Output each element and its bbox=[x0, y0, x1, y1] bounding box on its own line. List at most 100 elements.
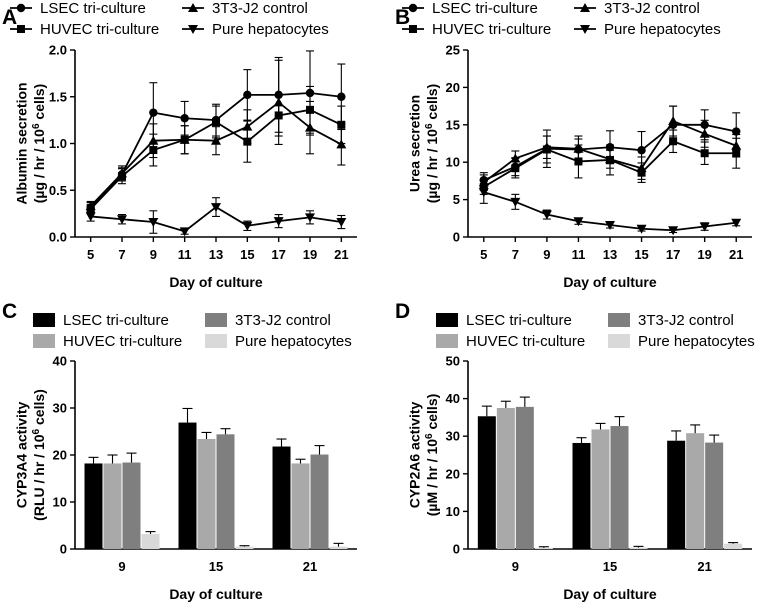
panel-a-y-tick-label: 2.0 bbox=[49, 43, 67, 58]
panel-b-y-tick-label: 10 bbox=[446, 155, 460, 170]
panel-c-y-axis-title: CYP3A4 activity (RLU / hr / 106 cells) bbox=[14, 389, 48, 521]
panel-c-x-axis-title: Day of culture bbox=[169, 586, 263, 602]
panel-a-y-axis-title-suffix: cells) bbox=[31, 84, 47, 124]
panel-c-bar bbox=[197, 439, 216, 549]
panel-b-legend-label: Pure hepatocytes bbox=[604, 21, 721, 38]
panel-a-data-point bbox=[337, 120, 346, 129]
panel-a-x-tick-label: 7 bbox=[118, 247, 125, 262]
panel-b-x-tick-label: 17 bbox=[666, 247, 680, 262]
panel-d-y-axis-title-superscript: 6 bbox=[424, 433, 435, 439]
panel-b-data-point bbox=[637, 168, 646, 177]
panel-b-data-point bbox=[478, 188, 489, 198]
panel-a-legend-label: 3T3-J2 control bbox=[212, 0, 308, 17]
panel-a-data-point bbox=[243, 90, 252, 100]
panel-b-legend-marker bbox=[408, 3, 418, 13]
panel-d-x-axis-title: Day of culture bbox=[563, 586, 657, 602]
panel-d-y-tick-label: 0 bbox=[453, 542, 460, 557]
panel-c-legend-swatch bbox=[33, 334, 55, 348]
panel-d-y-axis-title-suffix: cells) bbox=[424, 394, 440, 434]
panel-letter-c: C bbox=[2, 300, 17, 323]
panel-c-series-3t3-j2-control bbox=[122, 428, 329, 549]
panel-c-x-tick-label: 15 bbox=[209, 559, 223, 574]
panel-d-legend: LSEC tri-culture 3T3-J2 control HUVEC tri-… bbox=[436, 312, 755, 350]
panel-a-data-point bbox=[148, 218, 159, 228]
panel-a-data-point bbox=[149, 146, 158, 155]
panel-c-bar bbox=[103, 463, 122, 549]
panel-b-data-point bbox=[700, 149, 709, 158]
panel-a: A bbox=[2, 6, 17, 29]
panel-d-x-tick-label: 21 bbox=[697, 559, 711, 574]
panel-d-y-axis-title: CYP2A6 activity (µM / hr / 106 cells) bbox=[407, 394, 441, 517]
panel-a-legend-marker bbox=[188, 25, 198, 34]
panel-a-series-huvec-tri-culture bbox=[86, 85, 346, 215]
panel-a-data-point bbox=[305, 213, 315, 223]
panel-b-x-tick-label: 5 bbox=[480, 247, 487, 262]
panel-b-y-tick-label: 25 bbox=[446, 43, 460, 58]
panel-c-bar bbox=[141, 533, 160, 549]
panel-c-legend-swatch bbox=[205, 313, 227, 327]
panel-c-bar bbox=[84, 463, 103, 549]
panel-d-y-tick-label: 20 bbox=[446, 466, 460, 481]
panel-d-legend-swatch bbox=[436, 313, 458, 327]
panel-b-data-point bbox=[668, 116, 679, 126]
panel-a-chart: 0.0 0.5 1.0 1.5 2.0 5 7 9 11 13 15 17 19 21 Day of cul… bbox=[10, 0, 357, 290]
panel-a-legend-marker bbox=[16, 3, 26, 13]
panel-c-legend-label: 3T3-J2 control bbox=[235, 312, 331, 329]
panel-b-data-point bbox=[699, 128, 710, 138]
panel-d-y-tick-label: 50 bbox=[446, 354, 460, 369]
panel-b: B bbox=[395, 6, 410, 29]
panel-a-x-axis-title: Day of culture bbox=[169, 274, 263, 290]
panel-b-data-point bbox=[510, 197, 521, 207]
panel-a-data-point bbox=[273, 217, 284, 227]
panel-b-data-point bbox=[605, 221, 615, 231]
panel-c: C bbox=[2, 300, 17, 323]
panel-d-bar bbox=[515, 406, 534, 549]
panel-d-legend-swatch bbox=[608, 334, 630, 348]
panel-b-series-huvec-tri-culture bbox=[479, 129, 741, 195]
panel-letter-d: D bbox=[395, 300, 410, 323]
panel-a-legend: LSEC tri-culture 3T3-J2 control HUVEC tri-… bbox=[10, 0, 329, 38]
panel-b-y-tick-label: 5 bbox=[453, 192, 460, 207]
panel-a-data-point bbox=[180, 114, 189, 123]
panel-c-legend-item-pure-hepatocytes: Pure hepatocytes bbox=[205, 333, 352, 350]
panel-c-y-axis-title-suffix: cells) bbox=[31, 389, 47, 429]
panel-a-x-tick-label: 13 bbox=[209, 247, 223, 262]
panel-c-legend-label: LSEC tri-culture bbox=[63, 312, 169, 329]
panel-c-series-huvec-tri-culture bbox=[103, 431, 310, 549]
panel-d-y-tick-label: 10 bbox=[446, 504, 460, 519]
panel-c-bar bbox=[272, 446, 291, 549]
panel-b-x-tick-label: 13 bbox=[603, 247, 617, 262]
panel-a-x-tick-label: 19 bbox=[303, 247, 317, 262]
panel-c-legend-swatch bbox=[33, 313, 55, 327]
panel-b-x-tick-label: 15 bbox=[634, 247, 648, 262]
panel-b-data-point bbox=[668, 226, 679, 236]
panel-d-legend-swatch bbox=[608, 313, 630, 327]
panel-d-series-3t3-j2-control bbox=[515, 396, 724, 549]
panel-a-data-point bbox=[86, 204, 95, 213]
panel-a-x-tick-label: 9 bbox=[150, 247, 157, 262]
panel-b-legend-marker bbox=[409, 25, 417, 33]
panel-b-data-point bbox=[573, 217, 584, 227]
panel-c-legend-item-3t3-j2-control: 3T3-J2 control bbox=[205, 312, 331, 329]
panel-d-legend-swatch bbox=[436, 334, 458, 348]
panel-d-bar bbox=[477, 416, 496, 549]
panel-d-x-tick-label: 15 bbox=[603, 559, 617, 574]
panel-a-data-point bbox=[118, 172, 126, 181]
panel-b-legend-label: LSEC tri-culture bbox=[432, 0, 538, 17]
panel-b-x-tick-label: 19 bbox=[697, 247, 711, 262]
panel-a-data-point bbox=[212, 117, 220, 126]
panel-letter-a: A bbox=[2, 6, 17, 29]
panel-d-y-tick-label: 30 bbox=[446, 429, 460, 444]
panel-a-legend-item-3t3-j2-control: 3T3-J2 control bbox=[182, 0, 308, 17]
panel-b-data-point bbox=[541, 210, 552, 220]
panel-d-legend-item-lsec-tri-culture: LSEC tri-culture bbox=[436, 312, 572, 329]
panel-c-bar bbox=[329, 546, 348, 549]
panel-c-legend: LSEC tri-culture 3T3-J2 control HUVEC tri-… bbox=[33, 312, 352, 350]
panel-b-legend-label: 3T3-J2 control bbox=[604, 0, 700, 17]
panel-c-legend-label: Pure hepatocytes bbox=[235, 333, 352, 350]
panel-c-y-tick-label: 10 bbox=[53, 495, 67, 510]
panel-d-legend-item-pure-hepatocytes: Pure hepatocytes bbox=[608, 333, 755, 350]
panel-a-data-point bbox=[306, 105, 314, 114]
panel-a-y-tick-label: 0.0 bbox=[49, 230, 67, 245]
panel-d-x-tick-label: 9 bbox=[512, 559, 519, 574]
